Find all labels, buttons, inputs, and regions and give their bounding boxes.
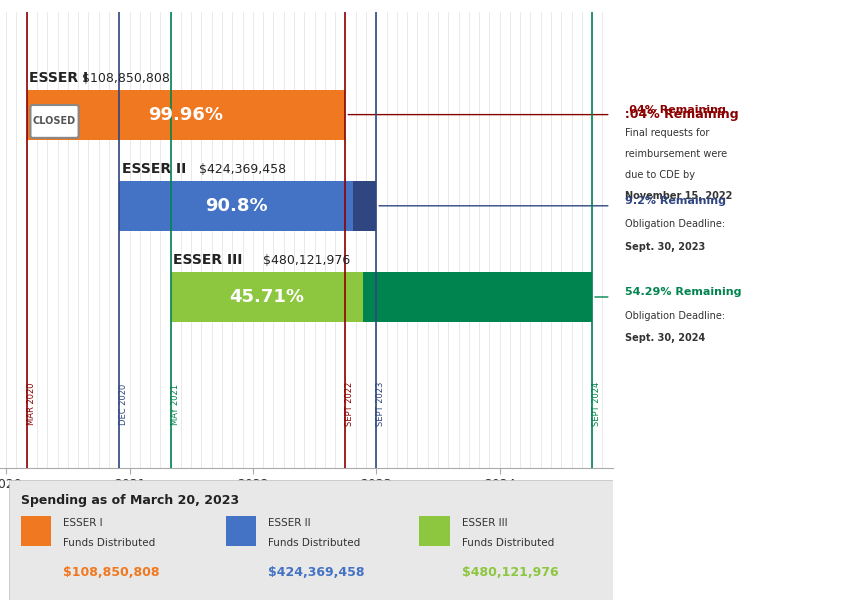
Text: $480,121,976: $480,121,976 (461, 566, 558, 580)
Text: Obligation Deadline:: Obligation Deadline: (625, 220, 725, 229)
Text: MAR 2020: MAR 2020 (26, 383, 36, 425)
Text: ESSER II: ESSER II (122, 162, 186, 176)
Bar (420, 516, 449, 546)
Text: ESSER III: ESSER III (173, 253, 243, 268)
Text: CLOSED: CLOSED (33, 116, 76, 127)
Text: SEPT 2024: SEPT 2024 (592, 382, 601, 426)
Text: 90.8%: 90.8% (204, 197, 267, 215)
Text: $424,369,458: $424,369,458 (199, 163, 287, 176)
Bar (119, 181, 376, 231)
Bar (26, 89, 346, 140)
Text: Funds Distributed: Funds Distributed (63, 538, 155, 548)
Text: November 15, 2022: November 15, 2022 (625, 191, 732, 201)
Text: MAY 2021: MAY 2021 (170, 383, 180, 425)
Bar (119, 181, 352, 231)
Bar (226, 516, 256, 546)
Text: $108,850,808: $108,850,808 (63, 566, 159, 580)
Text: Funds Distributed: Funds Distributed (461, 538, 554, 548)
Text: Funds Distributed: Funds Distributed (268, 538, 361, 548)
Text: due to CDE by: due to CDE by (625, 170, 694, 180)
Bar (170, 272, 363, 322)
Text: 54.29% Remaining: 54.29% Remaining (625, 287, 741, 297)
Text: Spending as of March 20, 2023: Spending as of March 20, 2023 (20, 494, 239, 508)
Text: Sept. 30, 2023: Sept. 30, 2023 (625, 242, 705, 252)
Text: ESSER III: ESSER III (461, 518, 507, 529)
Text: ESSER I: ESSER I (63, 518, 102, 529)
Text: Obligation Deadline:: Obligation Deadline: (625, 311, 725, 320)
Text: 9.2% Remaining: 9.2% Remaining (625, 196, 726, 206)
Text: .04% Remaining: .04% Remaining (625, 104, 726, 115)
Text: SEPT 2022: SEPT 2022 (346, 382, 354, 426)
Text: DEC 2020: DEC 2020 (119, 383, 129, 425)
Bar (26, 89, 346, 140)
Text: ESSER II: ESSER II (268, 518, 311, 529)
Bar (20, 516, 51, 546)
Bar (352, 181, 376, 231)
FancyBboxPatch shape (31, 105, 78, 138)
Text: 99.96%: 99.96% (149, 106, 224, 124)
Text: $480,121,976: $480,121,976 (263, 254, 351, 268)
Text: Sept. 30, 2024: Sept. 30, 2024 (625, 334, 705, 343)
Text: $424,369,458: $424,369,458 (268, 566, 365, 580)
Text: ESSER I: ESSER I (29, 71, 89, 85)
Text: .04% Remaining: .04% Remaining (625, 108, 739, 121)
Bar (170, 272, 592, 322)
Text: $108,850,808: $108,850,808 (83, 72, 170, 85)
Text: Final requests for: Final requests for (625, 128, 709, 138)
Text: 45.71%: 45.71% (230, 288, 305, 306)
Bar (363, 272, 592, 322)
Text: SEPT 2023: SEPT 2023 (376, 382, 386, 427)
Text: reimbursement were: reimbursement were (625, 149, 727, 159)
